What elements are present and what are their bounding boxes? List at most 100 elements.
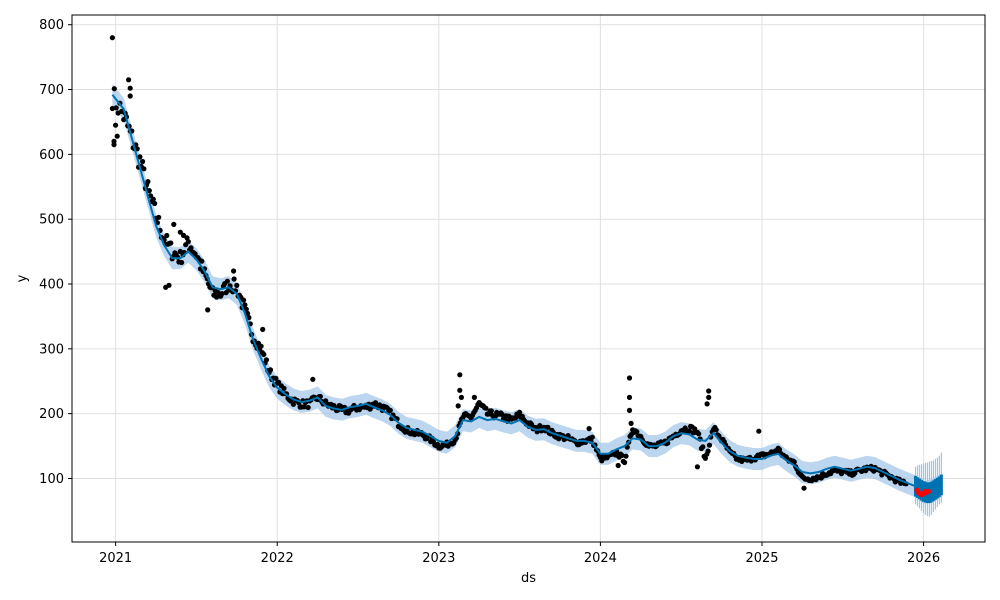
observed-point <box>458 394 464 400</box>
observed-point <box>483 405 489 411</box>
y-tick-label: 100 <box>39 472 64 487</box>
observed-point <box>224 278 230 284</box>
y-tick-label: 700 <box>39 83 64 98</box>
forecast-line <box>111 94 941 494</box>
observed-point <box>145 179 151 185</box>
observed-point <box>177 229 183 235</box>
observed-point <box>305 404 311 411</box>
grid-lines <box>72 15 985 542</box>
observed-point <box>537 423 543 429</box>
observed-point <box>113 105 119 111</box>
observed-point <box>545 424 551 430</box>
axes <box>71 14 986 543</box>
observed-point <box>615 462 621 469</box>
observed-point <box>231 268 237 274</box>
observed-point <box>589 434 595 440</box>
observed-point <box>273 375 279 381</box>
plot-frame <box>71 14 986 543</box>
observed-point <box>113 122 119 128</box>
observed-point <box>471 394 477 400</box>
forecast-line-group <box>111 94 941 494</box>
observed-point <box>281 385 287 391</box>
observed-point <box>756 428 762 434</box>
observed-point <box>619 452 625 458</box>
observed-point <box>499 411 505 418</box>
observed-point <box>623 453 629 459</box>
observed-point <box>171 221 177 227</box>
y-tick-label: 400 <box>39 278 64 293</box>
observed-point <box>706 394 712 400</box>
observed-point <box>628 420 634 426</box>
observed-point <box>696 431 702 437</box>
observed-point <box>137 154 143 160</box>
observed-point <box>185 239 191 245</box>
observed-point <box>199 258 205 264</box>
observed-point <box>301 404 307 410</box>
observed-point <box>188 245 194 251</box>
observed-point <box>686 428 692 434</box>
observed-point <box>706 442 713 448</box>
y-tick-label: 800 <box>39 18 64 33</box>
y-tick-label: 600 <box>39 148 64 163</box>
observed-point <box>146 188 152 194</box>
y-axis-label: y <box>15 274 30 282</box>
x-tick-label: 2026 <box>907 551 940 566</box>
observed-point <box>702 455 709 461</box>
observed-point <box>704 401 710 407</box>
observed-point <box>140 158 146 165</box>
observed-point <box>706 388 712 394</box>
observed-point <box>634 429 640 435</box>
observed-point <box>111 142 117 148</box>
observed-point <box>263 357 270 363</box>
observed-point <box>626 407 633 413</box>
observed-point <box>242 302 248 308</box>
observed-point <box>694 464 701 470</box>
observed-point <box>517 409 523 415</box>
observed-point <box>205 307 211 313</box>
observed-point <box>586 426 592 432</box>
observed-point <box>713 427 719 433</box>
y-tick-label: 300 <box>39 342 64 357</box>
x-tick-label: 2024 <box>584 551 617 566</box>
observed-point <box>488 408 494 414</box>
observed-point <box>126 77 132 83</box>
observed-point <box>168 240 174 246</box>
observed-points <box>109 35 909 491</box>
observed-point <box>156 214 162 220</box>
observed-point <box>455 403 461 409</box>
x-axis-label: ds <box>521 571 536 586</box>
observed-point <box>219 291 225 297</box>
observed-point <box>791 459 797 465</box>
observed-point <box>231 276 237 282</box>
observed-point <box>700 444 706 450</box>
observed-point <box>310 376 316 382</box>
observed-point <box>141 166 147 172</box>
observed-point <box>152 200 158 207</box>
observed-point <box>109 35 115 41</box>
observed-point <box>626 394 633 400</box>
observed-point <box>776 446 783 453</box>
observed-point <box>179 259 185 266</box>
observed-point <box>260 326 266 332</box>
observed-point <box>457 372 463 378</box>
x-tick-label: 2021 <box>99 551 132 566</box>
observed-point <box>150 196 156 202</box>
observed-point <box>127 85 133 91</box>
observed-point <box>164 232 170 239</box>
y-tick-label: 200 <box>39 407 64 422</box>
observed-point <box>622 459 628 466</box>
ticks: 2021 2022 2023 2024 2025 2026 100 200 300 400 500 6… <box>39 18 940 566</box>
observed-point <box>241 297 247 303</box>
x-tick-label: 2023 <box>422 551 455 566</box>
observed-point <box>166 282 172 288</box>
observed-point <box>626 375 633 381</box>
observed-point <box>801 485 807 491</box>
observed-point <box>261 351 267 357</box>
recent-actual-point <box>925 488 932 494</box>
y-tick-label: 500 <box>39 213 64 228</box>
observed-point <box>705 448 711 454</box>
observed-point <box>127 93 133 99</box>
x-tick-label: 2022 <box>261 551 294 566</box>
forecast-samples <box>914 452 943 517</box>
